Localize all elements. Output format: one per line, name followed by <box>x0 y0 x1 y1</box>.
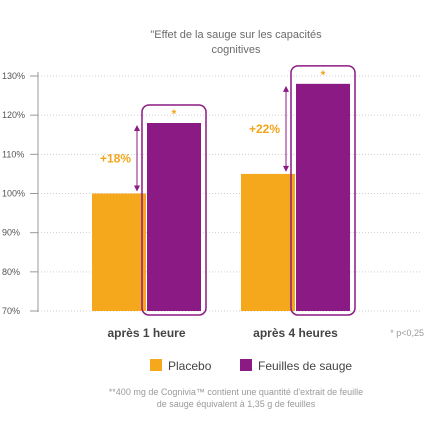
difference-arrowhead-down <box>134 185 140 192</box>
legend: Placebo Feuilles de sauge <box>150 359 352 373</box>
bar-highlight-outline <box>141 104 207 316</box>
bar-feuilles-de-sauge <box>296 83 350 311</box>
footnote-line-1: **400 mg de Cognivia™ contient une quant… <box>109 387 363 397</box>
bar-placebo <box>241 173 295 311</box>
legend-label-feuilles-de-sauge: Feuilles de sauge <box>258 359 352 373</box>
significance-star: * <box>172 107 177 121</box>
y-tick-label: 100% <box>2 189 25 199</box>
category-label: après 4 heures <box>253 326 338 340</box>
difference-label: +18% <box>100 151 131 165</box>
legend-swatch-feuilles-de-sauge <box>240 359 252 371</box>
bar-feuilles-de-sauge <box>147 123 201 311</box>
chart-title-line-2: cognitives <box>212 44 261 56</box>
bar-highlight-outline <box>290 65 356 316</box>
y-tick-label: 110% <box>2 149 24 159</box>
y-tick-label: 90% <box>2 228 20 238</box>
significance-star: * <box>321 68 326 82</box>
y-tick-label: 70% <box>2 306 20 316</box>
category-labels: après 1 heure après 4 heures <box>107 326 338 340</box>
y-tick-label: 120% <box>2 110 25 120</box>
legend-swatch-placebo <box>150 359 162 371</box>
y-tick-label: 80% <box>2 267 20 277</box>
category-label: après 1 heure <box>107 326 185 340</box>
chart-title-line-1: "Effet de la sauge sur les capacités <box>150 29 322 41</box>
bars: * +18% * +22% <box>92 65 356 316</box>
bar-placebo <box>92 193 146 311</box>
difference-arrowhead-up <box>283 85 289 92</box>
significance-note: * p<0,25 <box>390 328 424 338</box>
y-axis-ticks: 130% 120% 110% 100% 90% 80% 70% <box>2 71 38 316</box>
y-tick-label: 130% <box>2 71 25 81</box>
difference-arrowhead-up <box>134 125 140 131</box>
difference-label: +22% <box>249 122 280 136</box>
difference-arrowhead-down <box>283 165 289 172</box>
legend-label-placebo: Placebo <box>168 359 212 373</box>
footnote-line-2: de sauge équivalent à 1,35 g de feuilles <box>157 399 316 409</box>
